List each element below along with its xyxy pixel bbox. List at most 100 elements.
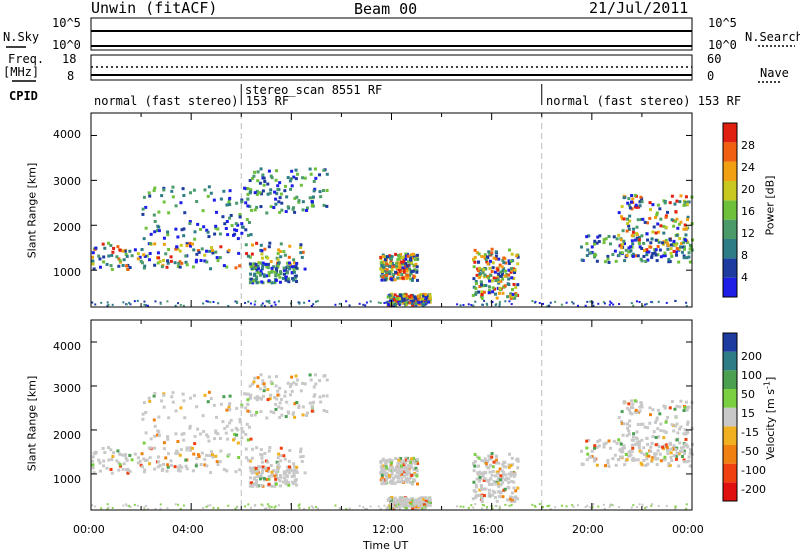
power-cell [277,273,281,277]
velocity-cell [565,505,568,508]
velocity-colorbar-swatch [723,445,737,464]
power-cell [275,269,279,273]
power-cell [191,242,195,246]
velocity-cell [142,441,146,445]
cpid-segment-3: normal (fast stereo) 153 RF [546,94,742,108]
velocity-cell [121,453,125,457]
power-cell [122,301,125,304]
velocity-cell [265,416,269,420]
power-cell [174,227,178,231]
power-cell [630,234,634,238]
velocity-cell [156,455,160,459]
power-cell [227,304,230,307]
power-cell [251,243,255,247]
velocity-cell [282,454,286,458]
power-cell [121,249,125,253]
velocity-cell [194,464,198,468]
power-cell [682,256,686,260]
power-cell [397,267,401,271]
power-cell [111,250,115,254]
velocity-cell [631,402,635,406]
velocity-cell [656,449,660,453]
power-cell [254,300,257,303]
velocity-cell [176,451,180,455]
velocity-cell [180,432,184,436]
velocity-cell [659,422,663,426]
power-cell [531,300,534,303]
velocity-cell [473,459,477,463]
velocity-cell [265,507,268,510]
power-cell [325,188,329,192]
velocity-cell [649,413,653,417]
velocity-cell [640,463,644,467]
power-colorbar-swatch [723,123,737,143]
power-cell [266,262,270,266]
velocity-cell [251,382,255,386]
power-cell [273,281,277,285]
velocity-cell [388,468,392,472]
power-ytick-3000: 3000 [53,175,81,188]
velocity-cell [282,472,286,476]
velocity-cell [403,459,407,463]
power-cell [663,201,667,205]
power-cell [514,292,518,296]
velocity-cell [179,406,183,410]
velocity-cell [393,496,397,500]
velocity-cell [675,404,679,408]
velocity-cell [255,410,259,414]
power-cell [398,276,402,280]
power-cell [410,278,414,282]
velocity-cell [269,380,273,384]
power-cell [513,268,517,272]
power-cell [492,256,496,260]
velocity-cell [596,440,600,444]
power-cell [273,270,277,274]
power-cell [487,276,491,280]
velocity-cell [668,406,672,410]
nave-label: Nave [760,66,789,80]
velocity-cell [654,443,658,447]
power-cell [152,213,156,217]
power-cell [628,206,632,210]
power-cell [280,208,284,212]
power-cell [504,261,508,265]
power-cell [386,301,389,304]
velocity-cell [387,473,391,477]
power-cell [138,255,142,259]
power-cell [379,261,383,265]
power-cell [474,279,478,283]
power-cell [491,286,495,290]
velocity-cell [188,426,192,430]
velocity-cell [593,457,597,461]
velocity-cell [626,426,630,430]
power-cell [487,285,491,289]
power-cell [673,202,677,206]
power-cell [265,265,269,269]
velocity-cbar-title: Velocity [m s-1] [762,376,777,460]
power-cell [627,224,631,228]
velocity-cell [630,405,634,409]
power-cell [256,170,260,174]
velocity-cell [470,504,473,507]
power-cell [209,245,213,249]
velocity-cell [674,415,678,419]
velocity-cell [398,502,402,506]
power-cell [459,304,462,307]
velocity-cell [481,503,484,506]
velocity-colorbar-swatch [723,426,737,445]
velocity-cell [261,379,265,383]
power-cell [648,201,652,205]
power-cell [401,262,405,266]
power-cell [491,266,495,270]
power-cell [412,254,416,258]
velocity-cell [292,381,296,385]
power-cell [235,201,239,205]
power-cell [617,233,621,237]
power-cell [673,219,677,223]
velocity-cell [286,410,290,414]
power-cell [399,301,402,304]
power-cell [534,300,537,303]
velocity-cell [477,464,481,468]
power-cell [153,186,157,190]
power-cell [412,300,415,303]
